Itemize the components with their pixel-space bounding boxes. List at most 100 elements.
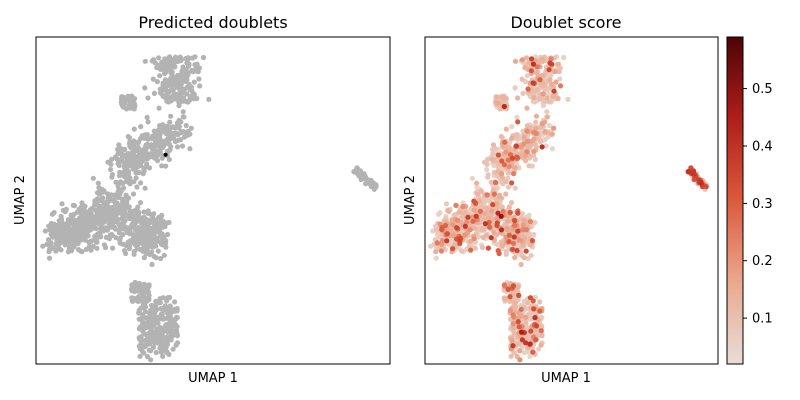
score-point <box>479 226 485 232</box>
score-point <box>436 211 442 217</box>
score-point <box>484 206 490 212</box>
score-point <box>503 149 509 155</box>
singlet-point <box>184 71 190 77</box>
score-point <box>492 179 499 186</box>
singlet-point <box>188 125 194 131</box>
singlet-point <box>131 248 137 255</box>
score-point <box>538 328 544 334</box>
colorbar-ticks: 0.1 0.2 0.3 0.4 0.5 <box>743 82 773 327</box>
singlet-point <box>129 162 135 168</box>
score-point <box>509 338 515 344</box>
score-point <box>521 134 527 140</box>
score-point <box>433 249 439 255</box>
score-point <box>510 321 516 327</box>
singlet-point <box>170 346 176 352</box>
singlet-point <box>153 349 159 356</box>
singlet-point <box>145 283 151 290</box>
score-point <box>517 348 523 354</box>
score-point <box>509 155 515 161</box>
score-point <box>433 227 439 233</box>
singlet-point <box>100 212 106 218</box>
singlet-point <box>137 215 143 221</box>
singlet-point <box>181 114 187 120</box>
singlet-point <box>68 228 74 234</box>
singlet-point <box>158 255 164 262</box>
score-point <box>493 205 500 211</box>
score-point <box>507 307 513 313</box>
score-point <box>474 180 480 186</box>
singlet-point <box>158 349 164 355</box>
score-point <box>511 234 517 240</box>
singlet-point <box>128 151 134 157</box>
singlet-point <box>124 96 130 102</box>
singlet-point <box>122 197 128 203</box>
singlet-point <box>149 144 155 150</box>
singlet-point <box>145 119 151 125</box>
score-point <box>511 350 517 356</box>
singlet-point <box>79 233 86 240</box>
singlet-point <box>138 124 144 130</box>
score-point <box>514 114 520 120</box>
singlet-point <box>150 336 156 342</box>
singlet-point <box>140 283 146 289</box>
score-point <box>463 219 470 225</box>
score-point <box>505 170 511 176</box>
singlet-point <box>183 78 189 84</box>
singlet-point <box>107 232 113 238</box>
score-point <box>490 216 496 222</box>
score-point <box>499 158 505 164</box>
singlet-point <box>103 234 109 240</box>
singlet-point <box>131 179 137 185</box>
score-point <box>514 154 520 160</box>
singlet-point <box>170 87 176 93</box>
score-point <box>482 221 488 227</box>
score-point <box>433 255 439 261</box>
score-point <box>450 246 456 252</box>
singlet-point <box>137 200 144 206</box>
singlet-point <box>136 152 142 158</box>
singlet-point <box>159 311 165 317</box>
score-point <box>449 217 455 223</box>
singlet-point <box>194 68 200 74</box>
score-point <box>550 93 557 99</box>
singlet-point <box>194 61 200 67</box>
singlet-point <box>160 128 166 134</box>
singlet-point <box>180 109 186 115</box>
singlet-point <box>136 307 142 313</box>
score-point <box>524 128 530 134</box>
score-point <box>502 296 508 302</box>
singlet-point <box>154 153 160 159</box>
singlet-point <box>79 211 85 217</box>
singlet-point <box>191 96 197 102</box>
singlet-point <box>110 197 116 203</box>
score-point <box>459 248 465 254</box>
singlet-point <box>165 80 171 86</box>
singlet-point <box>141 233 147 239</box>
score-point <box>542 128 548 135</box>
singlet-point <box>130 212 136 218</box>
score-point <box>498 134 504 140</box>
score-point <box>546 67 552 73</box>
score-point <box>521 349 528 356</box>
singlet-point <box>157 324 163 330</box>
score-point <box>454 217 461 223</box>
score-point <box>495 248 501 254</box>
singlet-point <box>117 191 123 197</box>
score-point <box>488 212 494 218</box>
singlet-point <box>121 173 127 179</box>
score-point <box>450 222 456 228</box>
score-point <box>543 143 549 149</box>
singlet-point <box>145 95 151 101</box>
singlet-point <box>140 321 146 327</box>
singlet-point <box>176 117 182 123</box>
singlet-point <box>68 212 74 218</box>
score-point <box>484 192 490 198</box>
singlet-point <box>157 345 163 351</box>
score-point <box>462 210 468 216</box>
score-point <box>523 314 529 320</box>
singlet-point <box>105 199 111 205</box>
score-point <box>516 292 522 298</box>
score-point <box>454 225 460 231</box>
singlet-point <box>90 175 96 181</box>
singlet-point <box>49 211 56 217</box>
